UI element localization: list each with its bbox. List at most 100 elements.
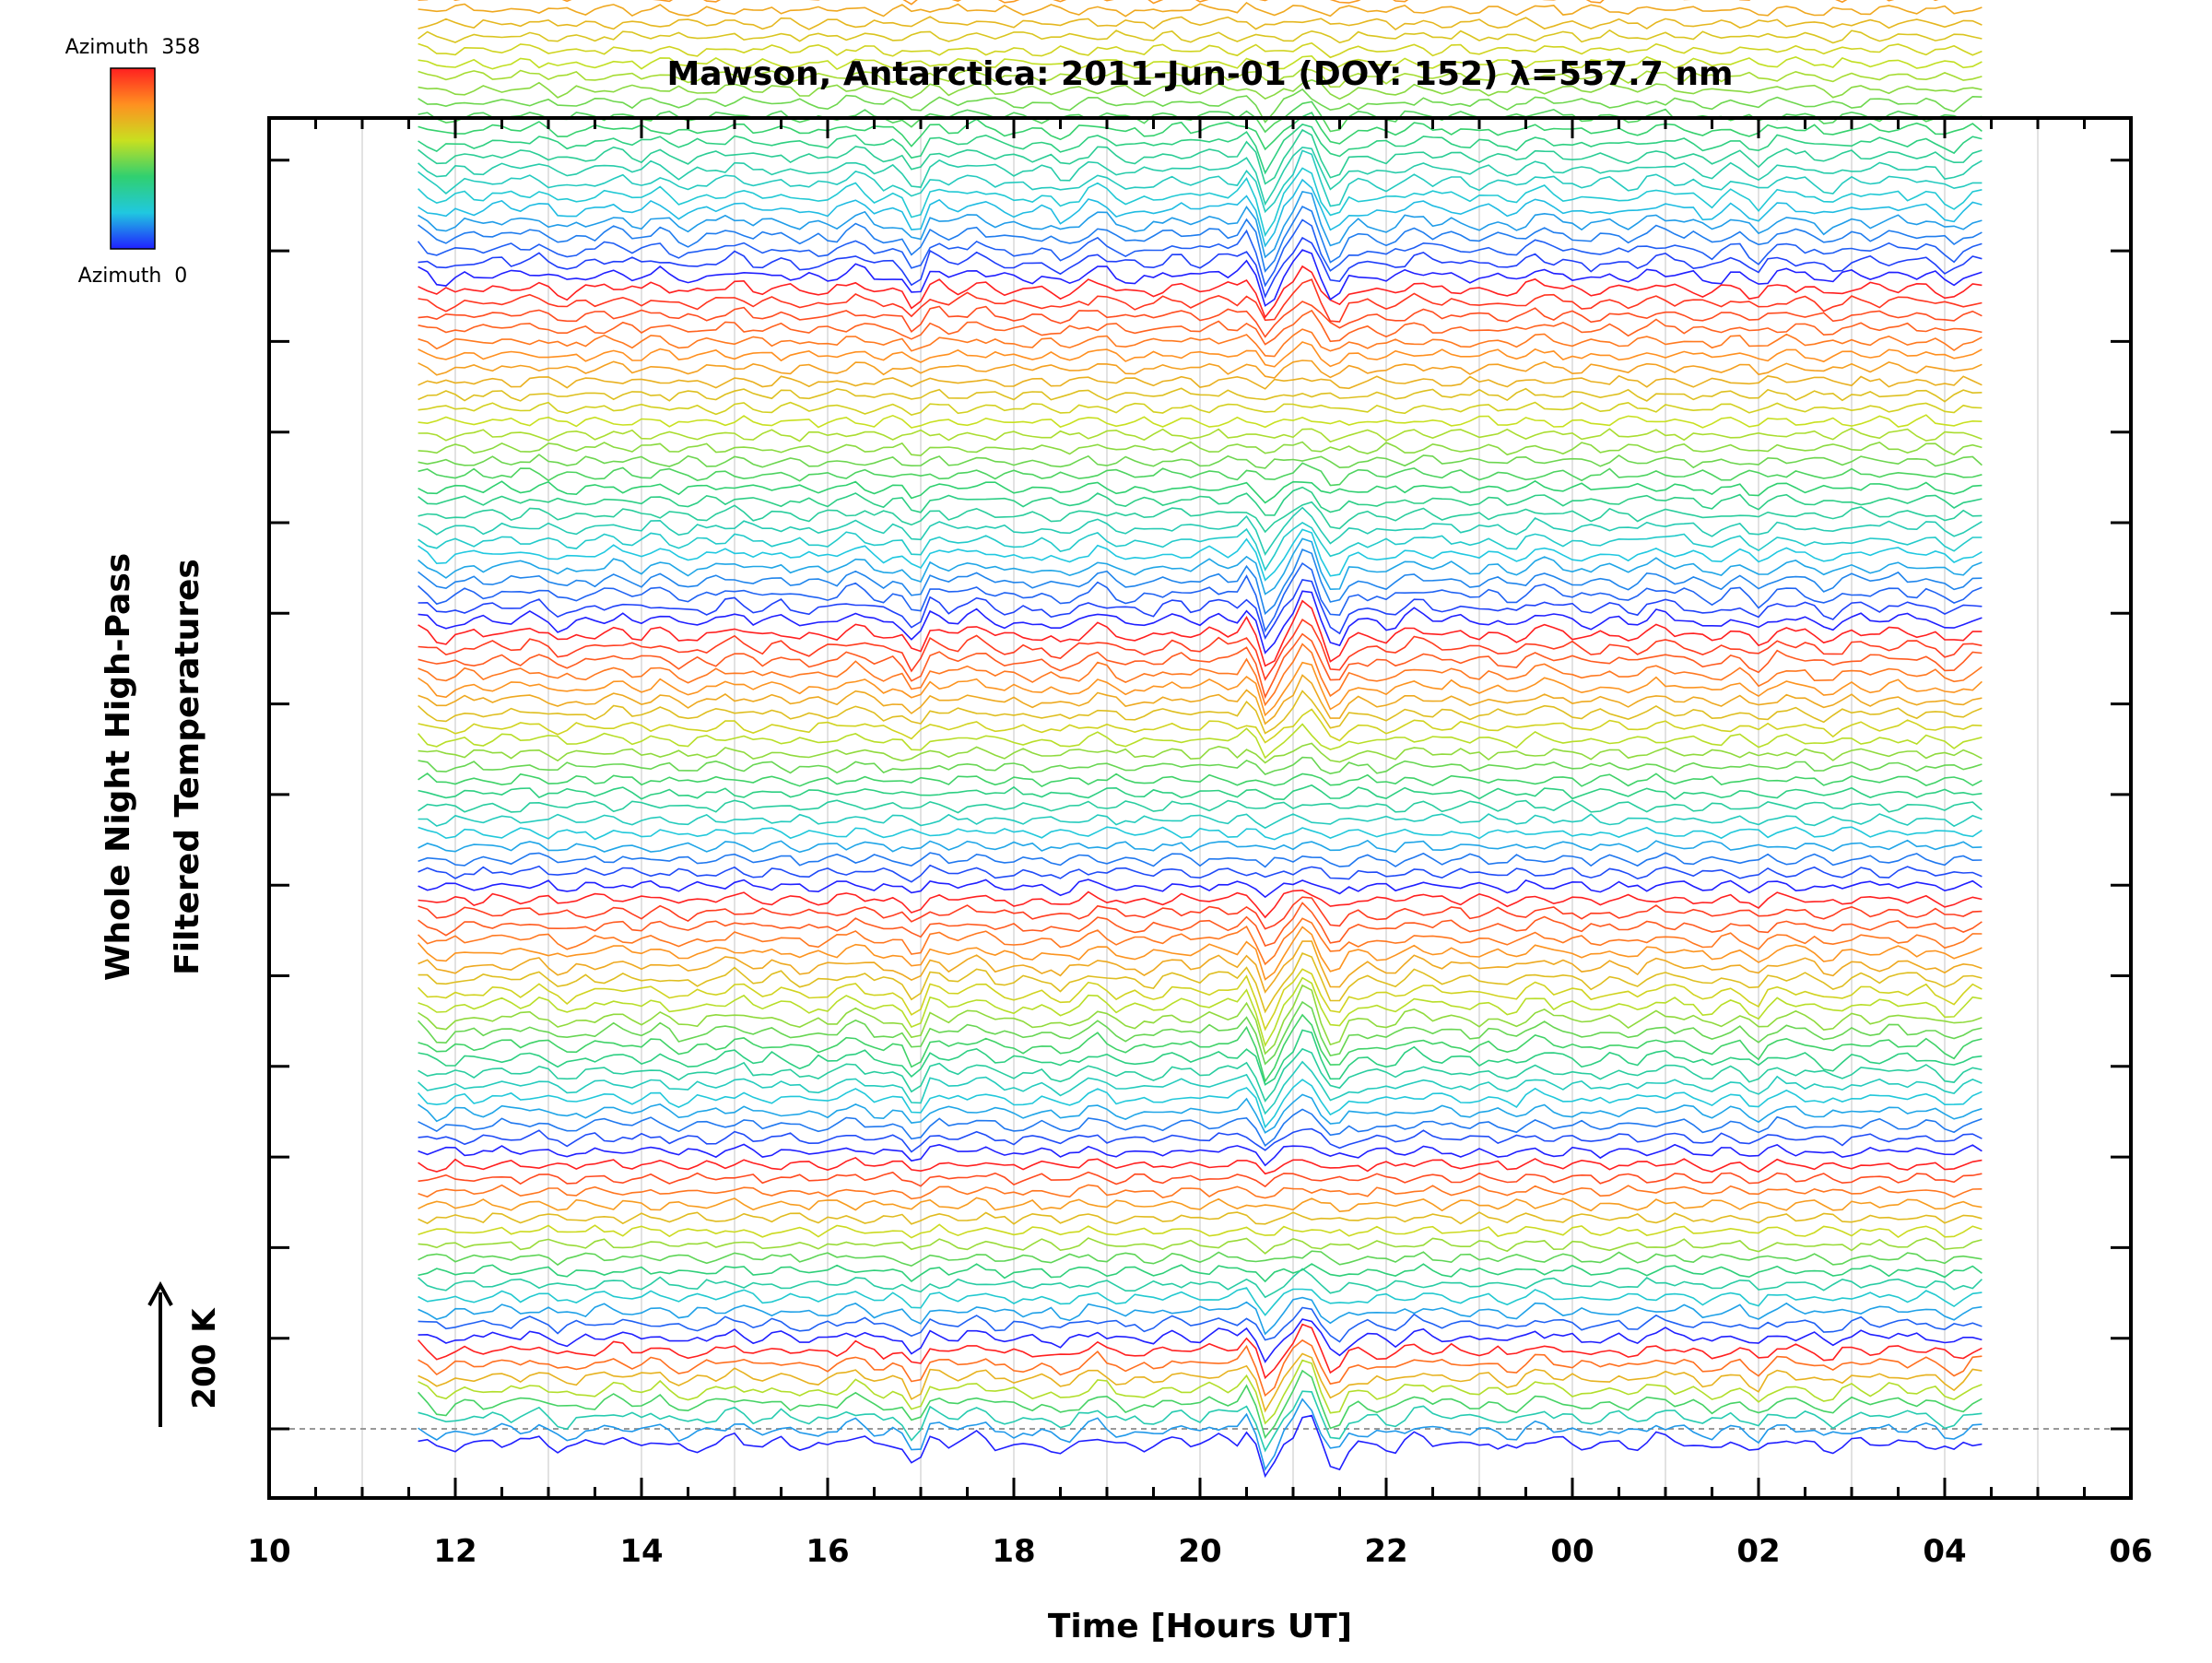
series-line (418, 149, 1983, 214)
series-line (418, 522, 1983, 572)
series-line (418, 1359, 1983, 1425)
x-axis-label: Time [Hours UT] (1048, 1608, 1352, 1645)
series-line (418, 661, 1983, 717)
series-line (418, 590, 1983, 655)
series-line (418, 506, 1983, 557)
series-line (418, 1093, 1983, 1134)
series-line (418, 401, 1983, 416)
series-line (418, 537, 1983, 596)
y-axis-label-line1: Whole Night High-Pass (100, 553, 137, 981)
series-line (418, 1, 1983, 18)
series-line (418, 301, 1983, 338)
series-line (418, 528, 1983, 582)
series-line (418, 772, 1983, 788)
x-tick-label-layer: 10 12 14 16 18 20 22 00 02 04 06 (247, 1533, 2152, 1570)
series-line (418, 1108, 1983, 1148)
series-line (418, 852, 1983, 868)
series-line (418, 1414, 1983, 1479)
x-tick-label: 18 (992, 1533, 1035, 1570)
x-tick-label: 04 (1923, 1533, 1966, 1570)
series-line (418, 813, 1983, 830)
x-tick-label: 20 (1178, 1533, 1221, 1570)
series-line (418, 1287, 1983, 1316)
colorbar: Azimuth 358 Azimuth 0 (65, 36, 201, 288)
series-line (418, 54, 1983, 72)
series-line (418, 78, 1983, 100)
colorbar-bottom-label: Azimuth 0 (78, 265, 188, 288)
series-line (418, 1296, 1983, 1336)
series-line (418, 896, 1983, 930)
series-line (418, 441, 1983, 457)
series-line (418, 1323, 1983, 1380)
series-line (418, 190, 1983, 259)
series-line (418, 178, 1983, 248)
series-line (418, 1171, 1983, 1188)
x-tick-label: 14 (619, 1533, 663, 1570)
series-line (418, 265, 1983, 319)
series-line (418, 146, 1983, 206)
series-line (418, 236, 1983, 299)
x-tick-label: 06 (2109, 1533, 2152, 1570)
series-line (418, 984, 1983, 1056)
series-line (418, 742, 1983, 764)
series-line (418, 1079, 1983, 1129)
series-line (418, 643, 1983, 707)
series-line (418, 1197, 1983, 1213)
series-line (418, 1156, 1983, 1175)
series-line (418, 1237, 1983, 1255)
series-line (418, 1060, 1983, 1115)
series-line (418, 249, 1983, 307)
series-line (418, 16, 1983, 30)
series-line (418, 67, 1983, 88)
series-line (418, 486, 1983, 516)
series-line (418, 0, 1939, 6)
series-line (418, 619, 1983, 681)
x-tick-label: 10 (247, 1533, 290, 1570)
series-line (418, 1250, 1983, 1268)
series-line (418, 926, 1983, 981)
series-line (418, 1268, 1983, 1299)
series-line (418, 1143, 1983, 1167)
x-tick-label: 16 (806, 1533, 849, 1570)
series-line (418, 690, 1983, 735)
colorbar-gradient (110, 67, 156, 250)
scale-bar-arrow-head-icon (147, 1280, 173, 1306)
series-line (418, 360, 1983, 379)
series-line (418, 41, 1983, 59)
series-line (418, 1398, 1983, 1471)
series-line (418, 1390, 1983, 1453)
series-line (418, 29, 1983, 44)
series-line (418, 599, 1983, 667)
series-line (418, 501, 1983, 534)
x-tick-label: 22 (1364, 1533, 1407, 1570)
series-line (418, 579, 1983, 640)
chart-title: Mawson, Antarctica: 2011-Jun-01 (DOY: 15… (666, 55, 1733, 93)
series-line (418, 674, 1983, 725)
series-line (418, 708, 1983, 744)
x-tick-label: 12 (433, 1533, 477, 1570)
scale-bar: 200 K (147, 1280, 223, 1427)
x-tick-label: 00 (1550, 1533, 1594, 1570)
series-line (418, 1352, 1983, 1413)
series-line (418, 128, 1983, 185)
y-axis-label-line2: Filtered Temperatures (169, 559, 206, 975)
series-line (418, 917, 1983, 966)
series-line (418, 1127, 1983, 1153)
series-line (418, 839, 1983, 854)
series-line (418, 309, 1983, 346)
colorbar-top-label: Azimuth 358 (65, 36, 201, 59)
series-line (418, 328, 1983, 358)
series-line (418, 124, 1983, 175)
series-line (418, 1223, 1983, 1239)
tick-layer (267, 118, 2133, 1498)
series-line (418, 968, 1983, 1032)
series-line (418, 879, 1983, 899)
series-line (418, 205, 1983, 273)
series-line (418, 561, 1983, 633)
series-line (418, 976, 1983, 1048)
series-line (418, 1339, 1983, 1398)
series-line (418, 454, 1983, 469)
series-line (418, 414, 1983, 429)
series-line (418, 756, 1983, 775)
series-line (418, 784, 1983, 801)
